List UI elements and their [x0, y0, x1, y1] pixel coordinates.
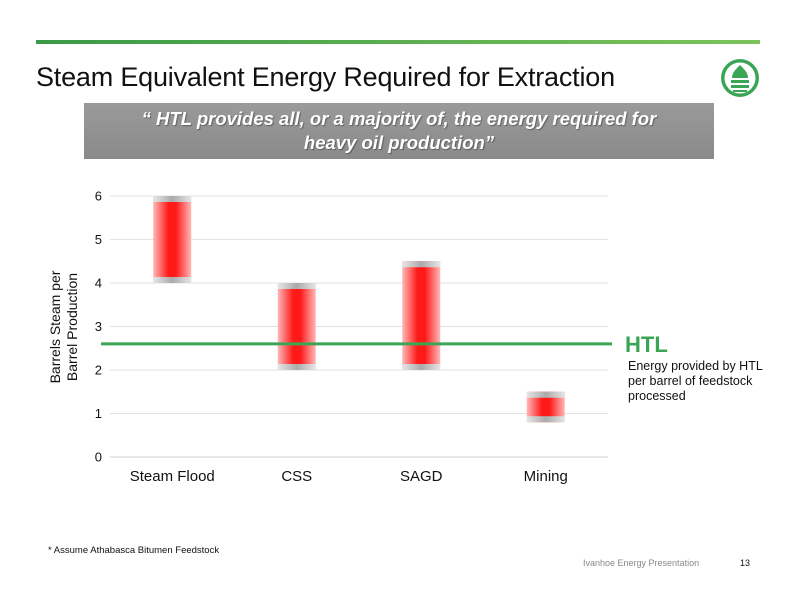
- y-tick-label: 3: [95, 319, 102, 334]
- footnote: * Assume Athabasca Bitumen Feedstock: [48, 545, 220, 556]
- y-tick-label: 1: [95, 406, 102, 421]
- y-tick-label: 6: [95, 189, 102, 204]
- x-tick-label: Mining: [524, 468, 568, 485]
- bar-cap-bottom: [277, 364, 316, 370]
- bar-cap-top: [526, 391, 565, 398]
- y-tick-label: 2: [95, 363, 102, 378]
- bar-body: [153, 196, 192, 283]
- company-logo-icon: [721, 59, 759, 97]
- bar-mining: [526, 391, 565, 423]
- bar-sagd: [402, 261, 441, 370]
- y-axis-label: Barrels Steam perBarrel Production: [47, 270, 80, 383]
- bar-css: [277, 283, 316, 370]
- footer-company: Ivanhoe Energy Presentation: [583, 558, 700, 568]
- slide-title: Steam Equivalent Energy Required for Ext…: [36, 62, 615, 92]
- quote-banner: “ HTL provides all, or a majority of, th…: [84, 103, 714, 159]
- htl-annotation-line-2: per barrel of feedstock: [628, 374, 753, 388]
- htl-annotation: Energy provided by HTL per barrel of feed…: [628, 359, 763, 403]
- page-number: 13: [740, 558, 751, 568]
- htl-annotation-line-1: Energy provided by HTL: [628, 359, 763, 373]
- htl-annotation-line-3: processed: [628, 389, 686, 403]
- htl-label: HTL: [625, 332, 668, 357]
- x-tick-label: Steam Flood: [130, 468, 215, 485]
- quote-line-1: “ HTL provides all, or a majority of, th…: [141, 108, 657, 129]
- bar-body: [277, 283, 316, 370]
- y-axis-label-line-1: Barrels Steam per: [47, 270, 63, 383]
- bar-body: [402, 261, 441, 370]
- x-tick-label: SAGD: [400, 468, 443, 485]
- bar-cap-bottom: [526, 416, 565, 423]
- y-tick-label: 4: [95, 276, 102, 291]
- y-tick-label: 0: [95, 450, 102, 465]
- bar-cap-bottom: [153, 277, 192, 283]
- bar-cap-top: [153, 196, 192, 202]
- bar-cap-top: [402, 261, 441, 268]
- x-tick-label: CSS: [281, 468, 312, 485]
- bar-cap-top: [277, 283, 316, 289]
- top-rule: [36, 40, 760, 44]
- quote-line-2: heavy oil production”: [303, 132, 495, 153]
- bar-steam-flood: [153, 196, 192, 283]
- y-tick-label: 5: [95, 232, 102, 247]
- bar-cap-bottom: [402, 364, 441, 370]
- y-axis-label-line-2: Barrel Production: [64, 273, 80, 381]
